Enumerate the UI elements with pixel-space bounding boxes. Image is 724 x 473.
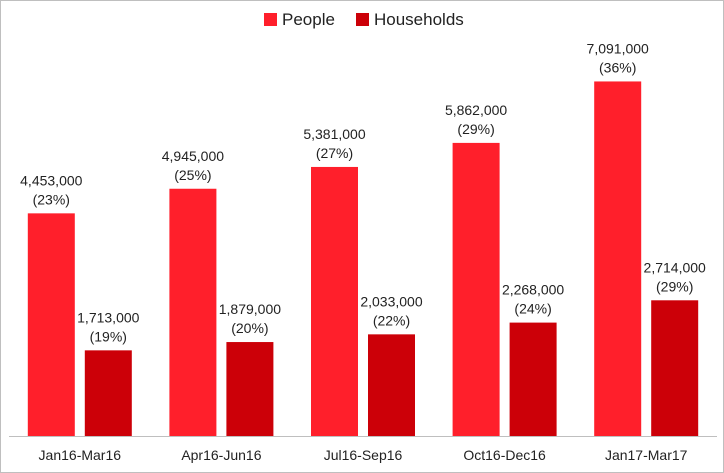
bar-people-0: [27, 213, 75, 436]
bar-people-1: [169, 188, 217, 436]
bar-people-2: [311, 166, 358, 436]
pct-label-households-0: (19%): [90, 328, 127, 344]
value-label-households-1: 1,879,000: [219, 301, 281, 317]
value-label-households-2: 2,033,000: [360, 293, 422, 309]
x-tick-label-0: Jan16-Mar16: [39, 447, 122, 463]
legend-label-people: People: [282, 10, 335, 29]
bars-group: [27, 81, 699, 436]
pct-label-people-3: (29%): [457, 121, 494, 137]
value-label-households-3: 2,268,000: [502, 282, 564, 298]
value-label-households-0: 1,713,000: [77, 309, 139, 325]
bar-households-4: [651, 300, 699, 436]
bar-people-4: [594, 81, 642, 436]
x-axis: Jan16-Mar16 Apr16-Jun16 Jul16-Sep16 Oct16-D…: [9, 436, 717, 463]
x-tick-label-2: Jul16-Sep16: [324, 447, 403, 463]
value-label-people-1: 4,945,000: [162, 148, 224, 164]
value-label-people-2: 5,381,000: [303, 126, 365, 142]
x-tick-label-1: Apr16-Jun16: [181, 447, 261, 463]
pct-label-households-1: (20%): [231, 320, 268, 336]
pct-label-people-4: (36%): [599, 59, 636, 75]
x-tick-label-4: Jan17-Mar17: [605, 447, 688, 463]
legend-label-households: Households: [374, 10, 464, 29]
pct-label-people-0: (23%): [33, 191, 70, 207]
pct-label-households-3: (24%): [514, 301, 551, 317]
value-label-people-0: 4,453,000: [20, 172, 82, 188]
bar-households-0: [84, 350, 132, 436]
bar-households-2: [368, 334, 415, 436]
pct-label-households-2: (22%): [373, 312, 410, 328]
pct-label-households-4: (29%): [656, 278, 693, 294]
pct-label-people-1: (25%): [174, 167, 211, 183]
bar-people-3: [452, 142, 500, 436]
value-label-people-3: 5,862,000: [445, 102, 507, 118]
value-label-households-4: 2,714,000: [644, 259, 706, 275]
bar-households-1: [226, 342, 274, 436]
x-tick-label-3: Oct16-Dec16: [463, 447, 546, 463]
pct-label-people-2: (27%): [316, 145, 353, 161]
legend: People Households: [264, 10, 464, 29]
legend-swatch-people: [264, 13, 277, 26]
data-labels-group: 4,453,000 (23%) 1,713,000 (19%) 4,945,000 (25…: [20, 40, 706, 344]
bar-households-3: [509, 322, 557, 436]
legend-swatch-households: [356, 13, 369, 26]
value-label-people-4: 7,091,000: [587, 40, 649, 56]
